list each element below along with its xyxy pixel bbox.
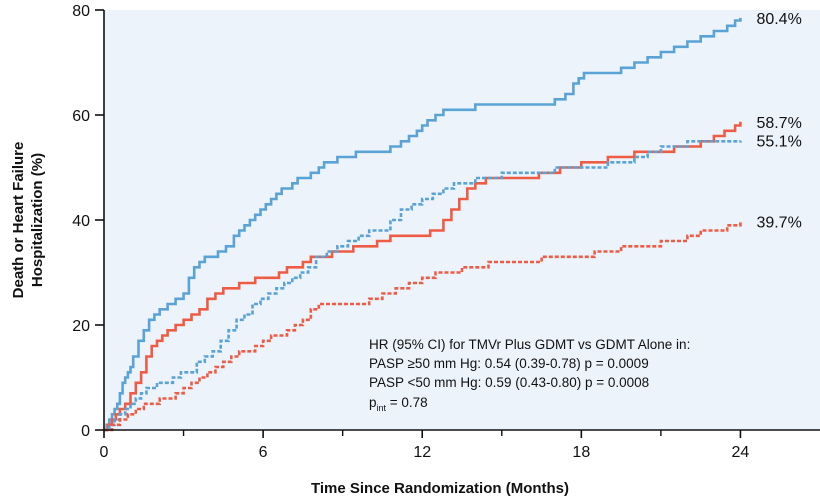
y-axis-title-line2: Hospitalization (%) <box>29 153 46 287</box>
series-layer <box>104 17 742 432</box>
y-tick-label: 20 <box>72 318 90 335</box>
x-tick-label: 0 <box>100 444 109 461</box>
x-tick-label: 6 <box>259 444 268 461</box>
annotation-line1: HR (95% CI) for TMVr Plus GDMT vs GDMT A… <box>369 337 690 352</box>
annotation-line4: pint = 0.78 <box>369 395 428 413</box>
x-tick-label: 12 <box>413 444 431 461</box>
x-axis-title: Time Since Randomization (Months) <box>311 480 569 497</box>
end-label-tmvr_pasp_low: 39.7% <box>756 215 801 232</box>
y-tick-label: 0 <box>81 423 90 440</box>
end-label-tmvr_pasp_high: 58.7% <box>756 115 801 132</box>
y-axis-title-line1: Death or Heart Failure <box>10 142 27 299</box>
annotation-line2: PASP ≥50 mm Hg: 0.54 (0.39-0.78) p = 0.0… <box>369 356 649 371</box>
y-tick-label: 60 <box>72 108 90 125</box>
series-line-gdmt_pasp_low <box>104 140 742 432</box>
end-label-gdmt_pasp_high: 80.4% <box>756 11 801 28</box>
label-layer: 80.4% 58.7% 55.1% 39.7% <box>756 11 801 232</box>
x-tick-label: 24 <box>732 444 750 461</box>
series-line-gdmt_pasp_high <box>104 17 742 432</box>
plot-area <box>104 10 820 430</box>
series-line-tmvr_pasp_low <box>104 221 742 432</box>
axis-layer: 0 20 40 60 80 0 6 12 18 24 <box>72 3 820 461</box>
y-tick-label: 80 <box>72 3 90 20</box>
p-int-symbol: p <box>369 395 377 410</box>
annotation-line3: PASP <50 mm Hg: 0.59 (0.43-0.80) p = 0.0… <box>369 375 649 390</box>
p-int-value: = 0.78 <box>386 395 428 410</box>
hr-annotation: HR (95% CI) for TMVr Plus GDMT vs GDMT A… <box>369 337 690 413</box>
p-int-subscript: int <box>377 403 387 413</box>
y-tick-label: 40 <box>72 213 90 230</box>
end-label-gdmt_pasp_low: 55.1% <box>756 134 801 151</box>
x-tick-label: 18 <box>572 444 590 461</box>
